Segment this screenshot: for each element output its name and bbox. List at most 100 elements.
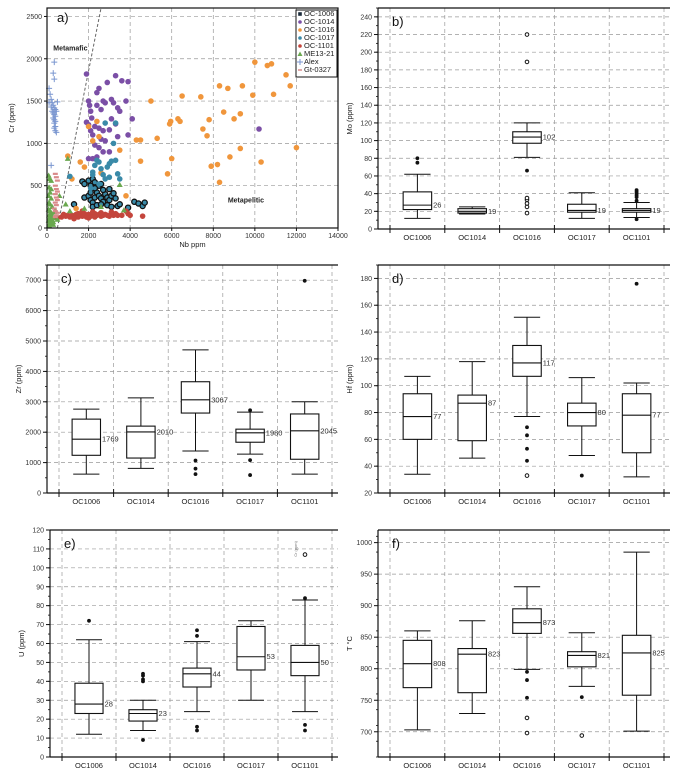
data-point [87,127,94,134]
y-axis-label: U (ppm) [17,629,26,657]
y-tick-label: 20 [36,717,44,724]
data-point [89,132,96,138]
data-point [200,126,206,132]
outlier-filled [141,677,145,682]
outlier-open [524,210,530,216]
panel-label: d) [392,271,404,286]
data-point [125,78,131,85]
data-point [148,98,154,104]
series-OC-1101 [54,208,146,222]
box-iqr [512,608,542,634]
data-point [206,116,212,123]
category-label: OC1101 [623,761,650,770]
y-tick-label: 120 [32,528,44,535]
data-point [102,120,108,126]
y-axis-label: Hf (ppm) [345,364,354,394]
data-point [51,120,58,127]
outlier-filled [415,156,420,161]
data-point [77,159,84,165]
data-point [64,155,71,161]
outlier-filled [87,618,91,623]
data-point [137,137,144,143]
data-point [227,154,233,160]
panel-label: c) [61,271,72,286]
y-tick-label: 180 [360,276,372,283]
data-point [102,99,108,106]
box-iqr [512,344,542,377]
data-point [54,98,61,105]
box-iqr [74,682,104,715]
stray-label: Cr (ppm) [293,540,298,556]
data-point [123,193,129,199]
legend-label: Alex [304,57,319,66]
outlier-filled [195,724,199,729]
data-point [92,214,98,220]
data-point [96,133,102,140]
box-OC1101: 77 [621,281,661,478]
data-point [110,99,117,106]
box-OC1006: 28 [74,618,113,735]
data-point [110,140,117,147]
category-label: OC1017 [568,497,596,506]
y-tick-label: 70 [36,622,44,629]
x-tick-label: 10000 [245,233,265,240]
median-label: 23 [159,709,167,718]
data-point [119,212,125,219]
x-tick-label: 4000 [122,233,138,240]
box-OC1101: 2045 [289,278,337,475]
median-label: 44 [213,669,221,678]
box-OC1016: 102 [512,32,555,216]
y-tick-label: 2000 [26,56,42,63]
box-OC1017: 821 [567,632,611,738]
outlier-filled [141,671,145,676]
y-tick-label: 200 [360,50,372,57]
data-point [96,181,102,187]
data-point [81,205,88,211]
data-point [75,210,81,217]
panel-e: 0 10 20 30 40 50 60 70 80 90 100 110 120 OC1006 OC1014… [17,528,338,770]
box-OC1017: 53 [236,620,275,701]
data-point [48,195,55,201]
median-label: 53 [267,652,275,661]
legend-label: Gt-0327 [304,65,331,74]
category-label: OC1014 [127,497,155,506]
y-tick-label: 2500 [26,14,42,21]
y-tick-label: 50 [36,660,44,667]
y-tick-label: 40 [36,679,44,686]
data-point [87,185,94,192]
data-point [114,133,121,140]
y-axis-label: Mo (ppm) [345,102,354,135]
y-tick-label: 950 [360,572,372,579]
legend-label: OC-1014 [304,17,334,26]
outlier-filled [415,160,420,165]
x-tick-label: 12000 [287,233,307,240]
data-point [179,93,185,99]
box-iqr [402,191,433,211]
data-point [94,89,100,96]
y-axis-label: T °C [345,635,354,651]
data-point [86,102,93,109]
data-point [141,199,148,206]
category-label: OC1017 [236,497,264,506]
x-tick-label: 2000 [81,233,97,240]
data-point [96,125,102,131]
panel-a: 0 2000 4000 6000 8000 10000 12000 14000 0 500 1000… [7,7,348,249]
data-point [112,72,119,79]
y-tick-label: 0 [40,755,44,762]
median-label: 1769 [102,435,119,444]
box-iqr [71,418,102,456]
data-point [49,108,56,115]
data-point [67,173,73,180]
median-label: 26 [433,201,441,210]
category-label: OC1017 [568,233,596,242]
data-point [81,180,88,188]
median-label: 821 [598,651,611,660]
median-label: 2045 [320,426,337,435]
median-label: 77 [433,412,441,421]
outlier-filled [634,217,639,222]
y-tick-label: 20 [364,209,372,216]
data-point [208,163,215,170]
y-tick-label: 140 [360,330,372,337]
data-point [114,212,121,219]
data-point [51,125,58,132]
